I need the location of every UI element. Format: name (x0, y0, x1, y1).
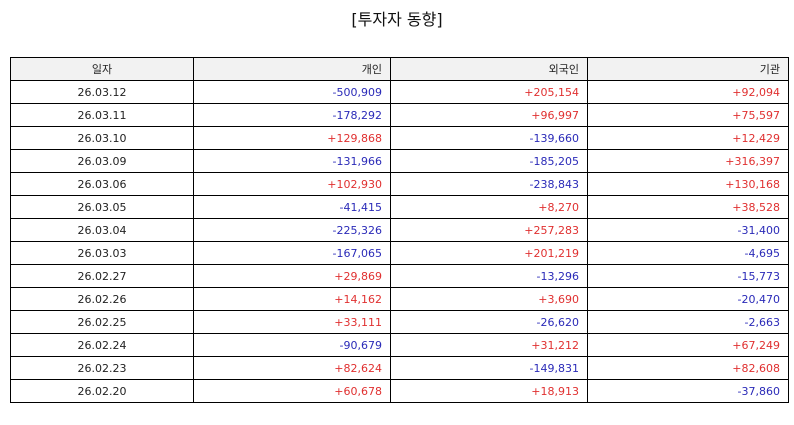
date-cell: 26.03.03 (10, 241, 194, 265)
institution-cell: +75,597 (587, 103, 789, 127)
individual-cell: -90,679 (193, 333, 391, 357)
date-cell: 26.03.11 (10, 103, 194, 127)
date-cell: 26.02.23 (10, 356, 194, 380)
foreign-cell: -26,620 (390, 310, 588, 334)
table-row: 26.03.04 -225,326 +257,283 -31,400 (10, 218, 789, 242)
individual-cell: -41,415 (193, 195, 391, 219)
investor-trend-table: 일자 개인 외국인 기관 26.03.12 -500,909 +205,154 +92… (10, 57, 789, 403)
date-cell: 26.02.20 (10, 379, 194, 403)
table-row: 26.03.03 -167,065 +201,219 -4,695 (10, 241, 789, 265)
foreign-cell: +31,212 (390, 333, 588, 357)
date-cell: 26.02.25 (10, 310, 194, 334)
column-header-institution: 기관 (587, 57, 789, 81)
individual-cell: +102,930 (193, 172, 391, 196)
date-cell: 26.03.09 (10, 149, 194, 173)
foreign-cell: +201,219 (390, 241, 588, 265)
foreign-cell: +96,997 (390, 103, 588, 127)
individual-cell: -167,065 (193, 241, 391, 265)
individual-cell: +14,162 (193, 287, 391, 311)
individual-cell: +82,624 (193, 356, 391, 380)
individual-cell: -131,966 (193, 149, 391, 173)
institution-cell: -4,695 (587, 241, 789, 265)
foreign-cell: +3,690 (390, 287, 588, 311)
table-row: 26.02.24 -90,679 +31,212 +67,249 (10, 333, 789, 357)
date-cell: 26.02.27 (10, 264, 194, 288)
institution-cell: -20,470 (587, 287, 789, 311)
individual-cell: -178,292 (193, 103, 391, 127)
foreign-cell: +8,270 (390, 195, 588, 219)
foreign-cell: -238,843 (390, 172, 588, 196)
column-header-date: 일자 (10, 57, 194, 81)
institution-cell: -15,773 (587, 264, 789, 288)
institution-cell: +130,168 (587, 172, 789, 196)
table-row: 26.02.23 +82,624 -149,831 +82,608 (10, 356, 789, 380)
foreign-cell: +18,913 (390, 379, 588, 403)
foreign-cell: -149,831 (390, 356, 588, 380)
institution-cell: +316,397 (587, 149, 789, 173)
date-cell: 26.03.05 (10, 195, 194, 219)
date-cell: 26.02.24 (10, 333, 194, 357)
individual-cell: -225,326 (193, 218, 391, 242)
table-row: 26.02.26 +14,162 +3,690 -20,470 (10, 287, 789, 311)
institution-cell: +38,528 (587, 195, 789, 219)
table-row: 26.03.05 -41,415 +8,270 +38,528 (10, 195, 789, 219)
institution-cell: -31,400 (587, 218, 789, 242)
foreign-cell: +257,283 (390, 218, 588, 242)
table-row: 26.03.10 +129,868 -139,660 +12,429 (10, 126, 789, 150)
foreign-cell: -185,205 (390, 149, 588, 173)
date-cell: 26.02.26 (10, 287, 194, 311)
column-header-foreign: 외국인 (390, 57, 588, 81)
column-header-individual: 개인 (193, 57, 391, 81)
date-cell: 26.03.12 (10, 80, 194, 104)
foreign-cell: -13,296 (390, 264, 588, 288)
date-cell: 26.03.06 (10, 172, 194, 196)
table-header-row: 일자 개인 외국인 기관 (10, 57, 789, 81)
individual-cell: +129,868 (193, 126, 391, 150)
table-row: 26.03.12 -500,909 +205,154 +92,094 (10, 80, 789, 104)
date-cell: 26.03.10 (10, 126, 194, 150)
table-row: 26.03.06 +102,930 -238,843 +130,168 (10, 172, 789, 196)
individual-cell: +33,111 (193, 310, 391, 334)
table-row: 26.03.11 -178,292 +96,997 +75,597 (10, 103, 789, 127)
institution-cell: -37,860 (587, 379, 789, 403)
individual-cell: -500,909 (193, 80, 391, 104)
table-body: 26.03.12 -500,909 +205,154 +92,094 26.03.11-… (10, 80, 789, 403)
individual-cell: +60,678 (193, 379, 391, 403)
institution-cell: +67,249 (587, 333, 789, 357)
table-row: 26.03.09 -131,966 -185,205 +316,397 (10, 149, 789, 173)
institution-cell: +82,608 (587, 356, 789, 380)
individual-cell: +29,869 (193, 264, 391, 288)
foreign-cell: -139,660 (390, 126, 588, 150)
table-row: 26.02.27 +29,869 -13,296 -15,773 (10, 264, 789, 288)
institution-cell: +12,429 (587, 126, 789, 150)
table-row: 26.02.20 +60,678 +18,913 -37,860 (10, 379, 789, 403)
date-cell: 26.03.04 (10, 218, 194, 242)
table-row: 26.02.25 +33,111 -26,620 -2,663 (10, 310, 789, 334)
foreign-cell: +205,154 (390, 80, 588, 104)
institution-cell: +92,094 (587, 80, 789, 104)
page-title: [투자자 동향] (351, 10, 443, 29)
institution-cell: -2,663 (587, 310, 789, 334)
